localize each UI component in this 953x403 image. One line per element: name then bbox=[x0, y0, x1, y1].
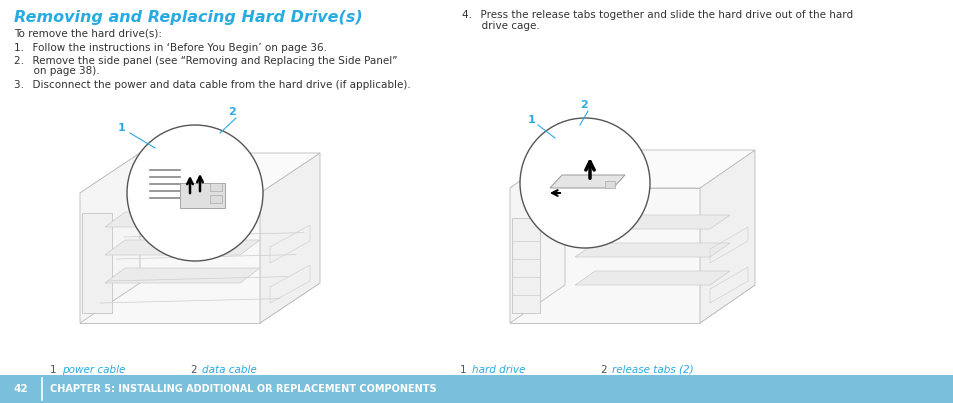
Text: 4.  Press the release tabs together and slide the hard drive out of the hard: 4. Press the release tabs together and s… bbox=[461, 10, 852, 20]
Text: hard drive: hard drive bbox=[472, 365, 525, 375]
Text: 2: 2 bbox=[579, 100, 587, 110]
Text: data cable: data cable bbox=[202, 365, 256, 375]
Polygon shape bbox=[105, 268, 260, 283]
Circle shape bbox=[127, 125, 263, 261]
Polygon shape bbox=[510, 188, 700, 323]
Text: release tabs (2): release tabs (2) bbox=[612, 365, 693, 375]
Polygon shape bbox=[105, 212, 260, 227]
FancyBboxPatch shape bbox=[82, 213, 112, 313]
Text: drive cage.: drive cage. bbox=[461, 21, 539, 31]
Polygon shape bbox=[575, 243, 729, 257]
FancyBboxPatch shape bbox=[604, 181, 615, 188]
Text: 1.  Follow the instructions in ‘Before You Begin’ on page 36.: 1. Follow the instructions in ‘Before Yo… bbox=[14, 43, 327, 53]
Text: CHAPTER 5: INSTALLING ADDITIONAL OR REPLACEMENT COMPONENTS: CHAPTER 5: INSTALLING ADDITIONAL OR REPL… bbox=[50, 384, 436, 394]
Text: 1: 1 bbox=[527, 115, 536, 125]
Polygon shape bbox=[575, 271, 729, 285]
Polygon shape bbox=[260, 153, 319, 323]
Polygon shape bbox=[105, 240, 260, 255]
Text: 1: 1 bbox=[118, 123, 126, 133]
Polygon shape bbox=[80, 153, 319, 193]
Text: power cable: power cable bbox=[62, 365, 125, 375]
Polygon shape bbox=[510, 150, 564, 323]
Text: 2.  Remove the side panel (see “Removing and Replacing the Side Panel”: 2. Remove the side panel (see “Removing … bbox=[14, 56, 397, 66]
Text: 2: 2 bbox=[228, 107, 235, 117]
Text: To remove the hard drive(s):: To remove the hard drive(s): bbox=[14, 28, 162, 38]
FancyBboxPatch shape bbox=[210, 183, 222, 191]
Text: 42: 42 bbox=[14, 384, 29, 394]
Polygon shape bbox=[510, 150, 754, 188]
Polygon shape bbox=[700, 150, 754, 323]
Polygon shape bbox=[80, 193, 260, 323]
Text: 2: 2 bbox=[190, 365, 196, 375]
Polygon shape bbox=[550, 175, 624, 188]
FancyBboxPatch shape bbox=[0, 375, 953, 403]
Polygon shape bbox=[575, 215, 729, 229]
FancyBboxPatch shape bbox=[180, 183, 225, 208]
Circle shape bbox=[519, 118, 649, 248]
Text: 1: 1 bbox=[50, 365, 56, 375]
FancyBboxPatch shape bbox=[512, 218, 539, 313]
Polygon shape bbox=[80, 283, 319, 323]
Polygon shape bbox=[80, 153, 140, 323]
Text: on page 38).: on page 38). bbox=[14, 66, 99, 76]
FancyBboxPatch shape bbox=[210, 195, 222, 203]
Text: 3.  Disconnect the power and data cable from the hard drive (if applicable).: 3. Disconnect the power and data cable f… bbox=[14, 80, 411, 90]
Text: Removing and Replacing Hard Drive(s): Removing and Replacing Hard Drive(s) bbox=[14, 10, 362, 25]
Text: 2: 2 bbox=[599, 365, 606, 375]
Text: 1: 1 bbox=[459, 365, 466, 375]
Polygon shape bbox=[510, 285, 754, 323]
